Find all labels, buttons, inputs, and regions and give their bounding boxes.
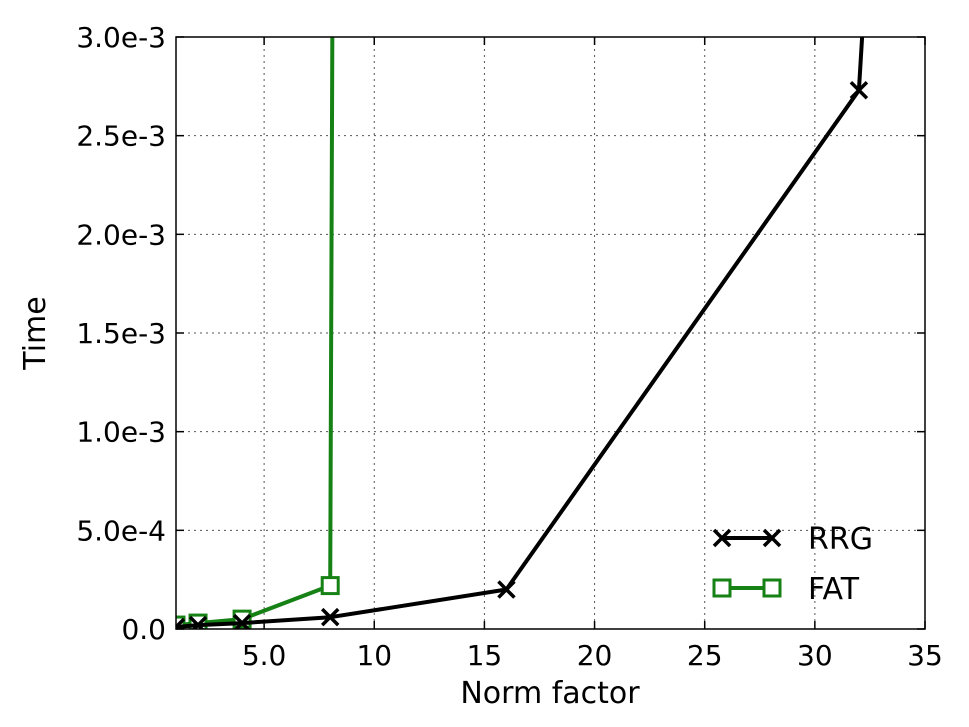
y-tick-label: 5.0e-4 [76, 514, 166, 547]
y-tick-label: 1.5e-3 [76, 317, 166, 350]
legend-label-fat: FAT [808, 572, 860, 607]
x-tick-label: 10 [356, 639, 392, 672]
x-tick-label: 35 [907, 639, 943, 672]
legend-item-fat: FAT [712, 572, 860, 607]
data-point-rrg [320, 607, 340, 627]
x-tick-label: 5.0 [242, 639, 287, 672]
data-point-rrg [497, 580, 516, 599]
y-tick-label: 0.0 [121, 613, 166, 646]
legend-marker-rrg [762, 528, 782, 548]
legend-marker-fat [762, 578, 782, 598]
y-axis-label: Time [18, 296, 53, 370]
data-point-rrg [188, 615, 208, 629]
data-point-fat [320, 576, 340, 596]
series-layer [176, 37, 869, 629]
x-tick-label: 30 [797, 639, 833, 672]
y-tick-label: 2.5e-3 [76, 120, 166, 153]
x-axis: 5.0 10 15 20 25 30 35 [242, 37, 943, 672]
y-tick-label: 3.0e-3 [76, 21, 166, 54]
legend-marker-fat [712, 578, 732, 598]
legend: RRG FAT [712, 522, 873, 607]
y-tick-label: 2.0e-3 [76, 218, 166, 251]
y-axis: 0.0 5.0e-4 1.0e-3 1.5e-3 2.0e-3 2.5e-3 3.0e-3 [76, 21, 925, 646]
x-tick-label: 15 [467, 639, 503, 672]
data-point-rrg [849, 81, 869, 100]
y-tick-label: 1.0e-3 [76, 416, 166, 449]
legend-label-rrg: RRG [808, 522, 873, 557]
x-tick-label: 25 [687, 639, 723, 672]
x-axis-label: Norm factor [460, 676, 640, 711]
data-point-rrg [176, 617, 186, 629]
x-tick-label: 20 [577, 639, 613, 672]
legend-marker-rrg [712, 528, 732, 548]
legend-item-rrg: RRG [712, 522, 873, 557]
